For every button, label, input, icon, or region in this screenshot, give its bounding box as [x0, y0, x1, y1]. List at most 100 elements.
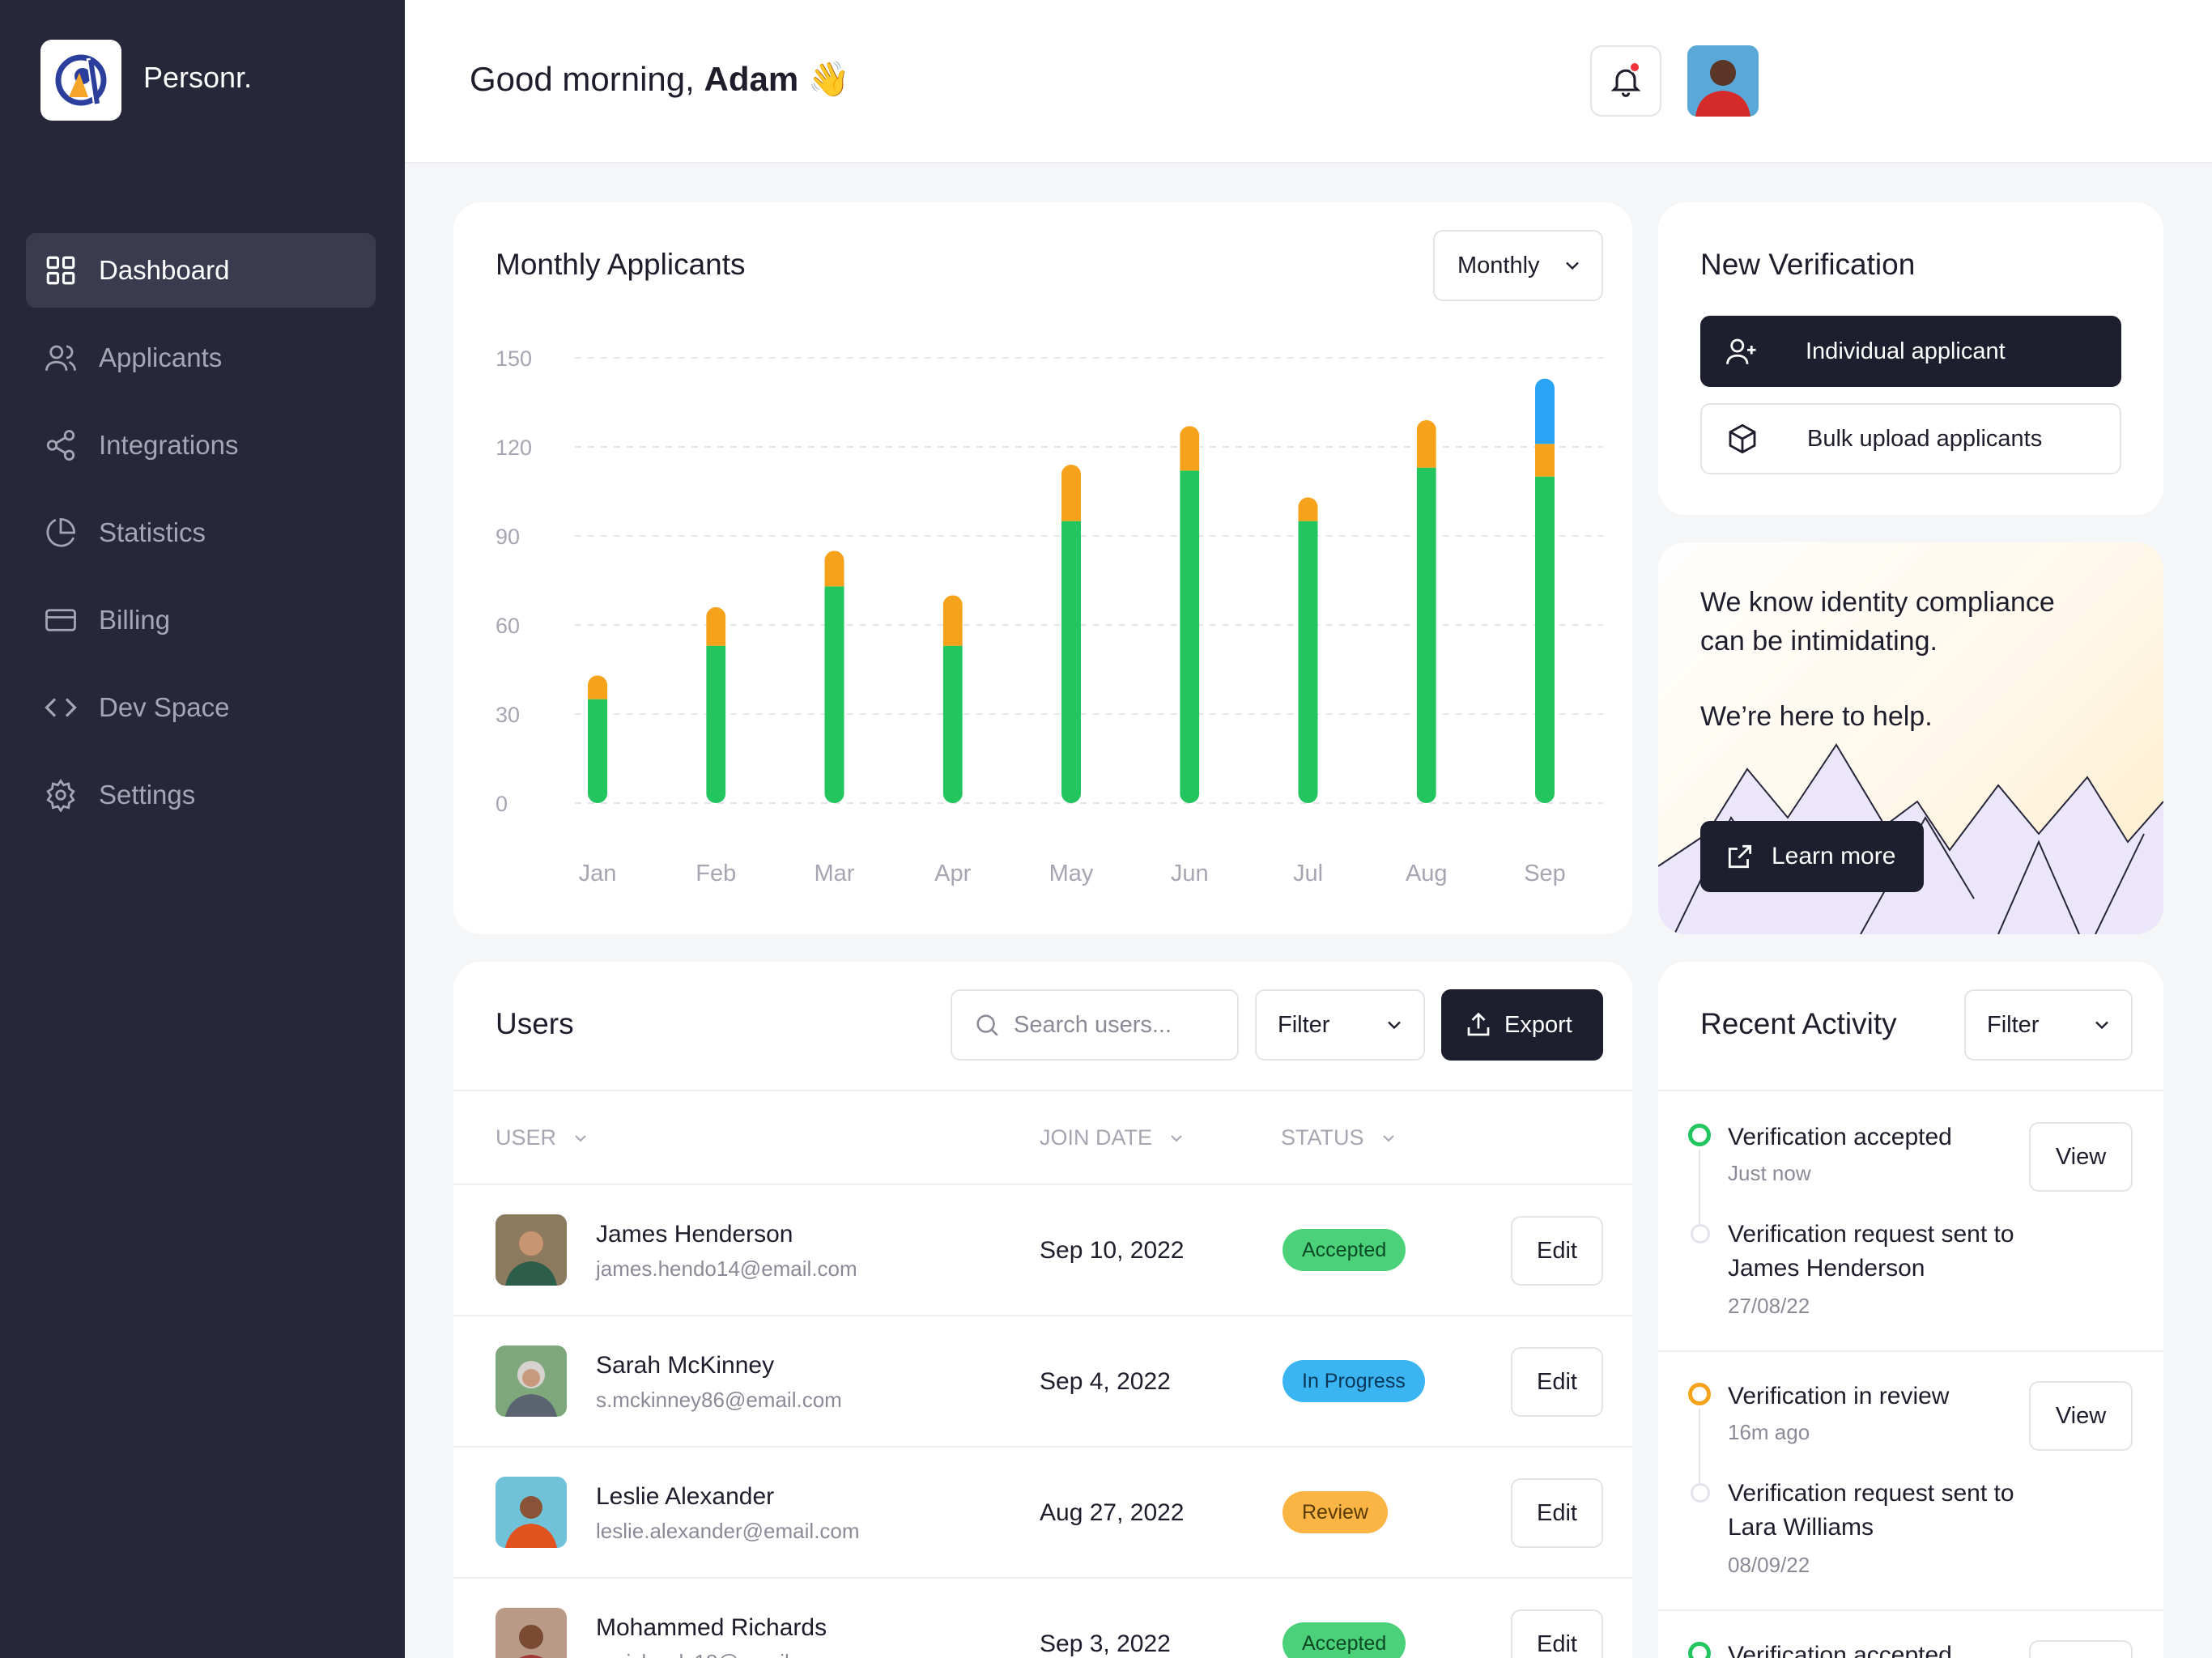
divider: [453, 1577, 1632, 1579]
bar-segment: [942, 595, 963, 646]
sidebar-item-label: Applicants: [99, 342, 223, 372]
users-card: [453, 962, 1632, 1658]
timeline-line: [1699, 1150, 1700, 1231]
user-email: m.richards18@email.com: [596, 1650, 835, 1658]
divider: [1658, 1090, 2163, 1091]
bar-jun[interactable]: [1180, 426, 1200, 803]
bulk-upload-button[interactable]: Bulk upload applicants: [1700, 403, 2121, 474]
bar-segment: [1180, 426, 1200, 471]
sidebar-item-label: Billing: [99, 605, 171, 635]
bar-segment: [1416, 420, 1436, 468]
bar-mar[interactable]: [824, 551, 844, 803]
activity-subtitle: Verification request sent to James Hende…: [1728, 1221, 2014, 1282]
greeting: Good morning, Adam 👋: [470, 60, 850, 100]
sidebar-item-billing[interactable]: Billing: [26, 583, 376, 657]
bar-segment: [706, 645, 726, 803]
avatar-image: [496, 1346, 567, 1417]
users-icon: [45, 345, 76, 371]
avatar-image: [1687, 45, 1759, 117]
x-tick-label: Feb: [696, 861, 736, 886]
column-header-join-date[interactable]: JOIN DATE: [1040, 1125, 1186, 1150]
column-header-user[interactable]: USER: [496, 1125, 590, 1150]
user-name: James Henderson: [596, 1221, 793, 1248]
bar-jul[interactable]: [1298, 497, 1318, 803]
bar-feb[interactable]: [706, 607, 726, 803]
period-select[interactable]: Monthly: [1433, 230, 1603, 301]
edit-button[interactable]: Edit: [1511, 1478, 1603, 1548]
period-select-value: Monthly: [1457, 252, 1540, 278]
bar-jan[interactable]: [588, 675, 607, 803]
chevron-down-icon: [1171, 1134, 1182, 1141]
divider: [453, 1446, 1632, 1448]
edit-button[interactable]: Edit: [1511, 1609, 1603, 1658]
view-button[interactable]: View: [2029, 1381, 2133, 1451]
activity-title: Verification accepted: [1728, 1642, 1952, 1658]
sidebar-item-integrations[interactable]: Integrations: [26, 408, 376, 483]
activity-status-ring: [1688, 1642, 1711, 1658]
export-button[interactable]: Export: [1441, 989, 1603, 1061]
brand-logo[interactable]: [40, 40, 121, 121]
learn-more-label: Learn more: [1772, 843, 1896, 869]
users-title: Users: [496, 1007, 574, 1040]
sidebar-item-label: Settings: [99, 780, 196, 810]
status-badge: Review: [1283, 1491, 1388, 1533]
bar-sep[interactable]: [1535, 378, 1555, 803]
brand-name: Personr.: [143, 61, 253, 94]
bar-apr[interactable]: [942, 595, 963, 803]
x-tick-label: Aug: [1406, 861, 1448, 886]
activity-title: Verification in review: [1728, 1383, 1950, 1409]
sidebar-item-applicants[interactable]: Applicants: [26, 321, 376, 395]
user-name: Sarah McKinney: [596, 1352, 775, 1379]
view-button[interactable]: View: [2029, 1640, 2133, 1658]
y-tick-label: 150: [496, 346, 532, 371]
sidebar-item-dashboard[interactable]: Dashboard: [26, 233, 376, 308]
user-avatar: [496, 1346, 567, 1417]
search-input[interactable]: Search users...: [951, 989, 1239, 1061]
view-button[interactable]: View: [2029, 1122, 2133, 1192]
individual-applicant-button[interactable]: Individual applicant: [1700, 316, 2121, 387]
status-badge: Accepted: [1283, 1229, 1406, 1271]
bar-may[interactable]: [1061, 465, 1081, 803]
grid-icon: [46, 256, 75, 285]
y-tick-label: 120: [496, 436, 532, 460]
sidebar-item-settings[interactable]: Settings: [26, 758, 376, 832]
activity-date: 08/09/22: [1728, 1553, 1810, 1577]
sidebar-item-statistics[interactable]: Statistics: [26, 495, 376, 570]
recent-activity-card: [1658, 962, 2163, 1658]
user-avatar: [496, 1608, 567, 1658]
status-badge: Accepted: [1283, 1622, 1406, 1658]
column-header-label: STATUS: [1281, 1125, 1364, 1150]
column-header-label: JOIN DATE: [1040, 1125, 1153, 1150]
bar-segment: [942, 645, 963, 803]
user-avatar[interactable]: [1687, 45, 1759, 117]
bar-aug[interactable]: [1416, 420, 1436, 803]
bar-segment: [1535, 378, 1555, 444]
activity-title: Verification accepted: [1728, 1124, 1952, 1150]
user-name: Leslie Alexander: [596, 1483, 775, 1510]
applicants-chart: 150 120 90 60 30 0 Jan Feb Mar Apr May Jun Jul Aug Sep: [496, 346, 1603, 886]
activity-filter-select[interactable]: Filter: [1964, 989, 2133, 1061]
chevron-down-icon: [1388, 1021, 1401, 1030]
join-date: Sep 10, 2022: [1040, 1237, 1185, 1264]
top-bar: Good morning, Adam 👋: [405, 0, 2212, 164]
y-tick-label: 90: [496, 525, 520, 549]
sidebar-item-label: Dev Space: [99, 692, 230, 722]
avatar-image: [496, 1214, 567, 1286]
learn-more-button[interactable]: Learn more: [1700, 821, 1924, 892]
column-header-status[interactable]: STATUS: [1281, 1125, 1398, 1150]
sidebar-item-dev-space[interactable]: Dev Space: [26, 670, 376, 745]
x-tick-label: Mar: [815, 861, 855, 886]
edit-button[interactable]: Edit: [1511, 1216, 1603, 1286]
notification-dot: [1629, 62, 1640, 73]
user-email: s.mckinney86@email.com: [596, 1388, 842, 1412]
edit-button[interactable]: Edit: [1511, 1347, 1603, 1417]
join-date: Aug 27, 2022: [1040, 1499, 1185, 1526]
users-filter-label: Filter: [1278, 1011, 1330, 1038]
divider: [1658, 1350, 2163, 1352]
notifications-button[interactable]: [1590, 45, 1661, 117]
users-filter-select[interactable]: Filter: [1255, 989, 1425, 1061]
user-email: leslie.alexander@email.com: [596, 1519, 860, 1543]
join-date: Sep 4, 2022: [1040, 1368, 1171, 1395]
avatar-image: [496, 1477, 567, 1548]
sidebar-item-label: Integrations: [99, 430, 239, 460]
